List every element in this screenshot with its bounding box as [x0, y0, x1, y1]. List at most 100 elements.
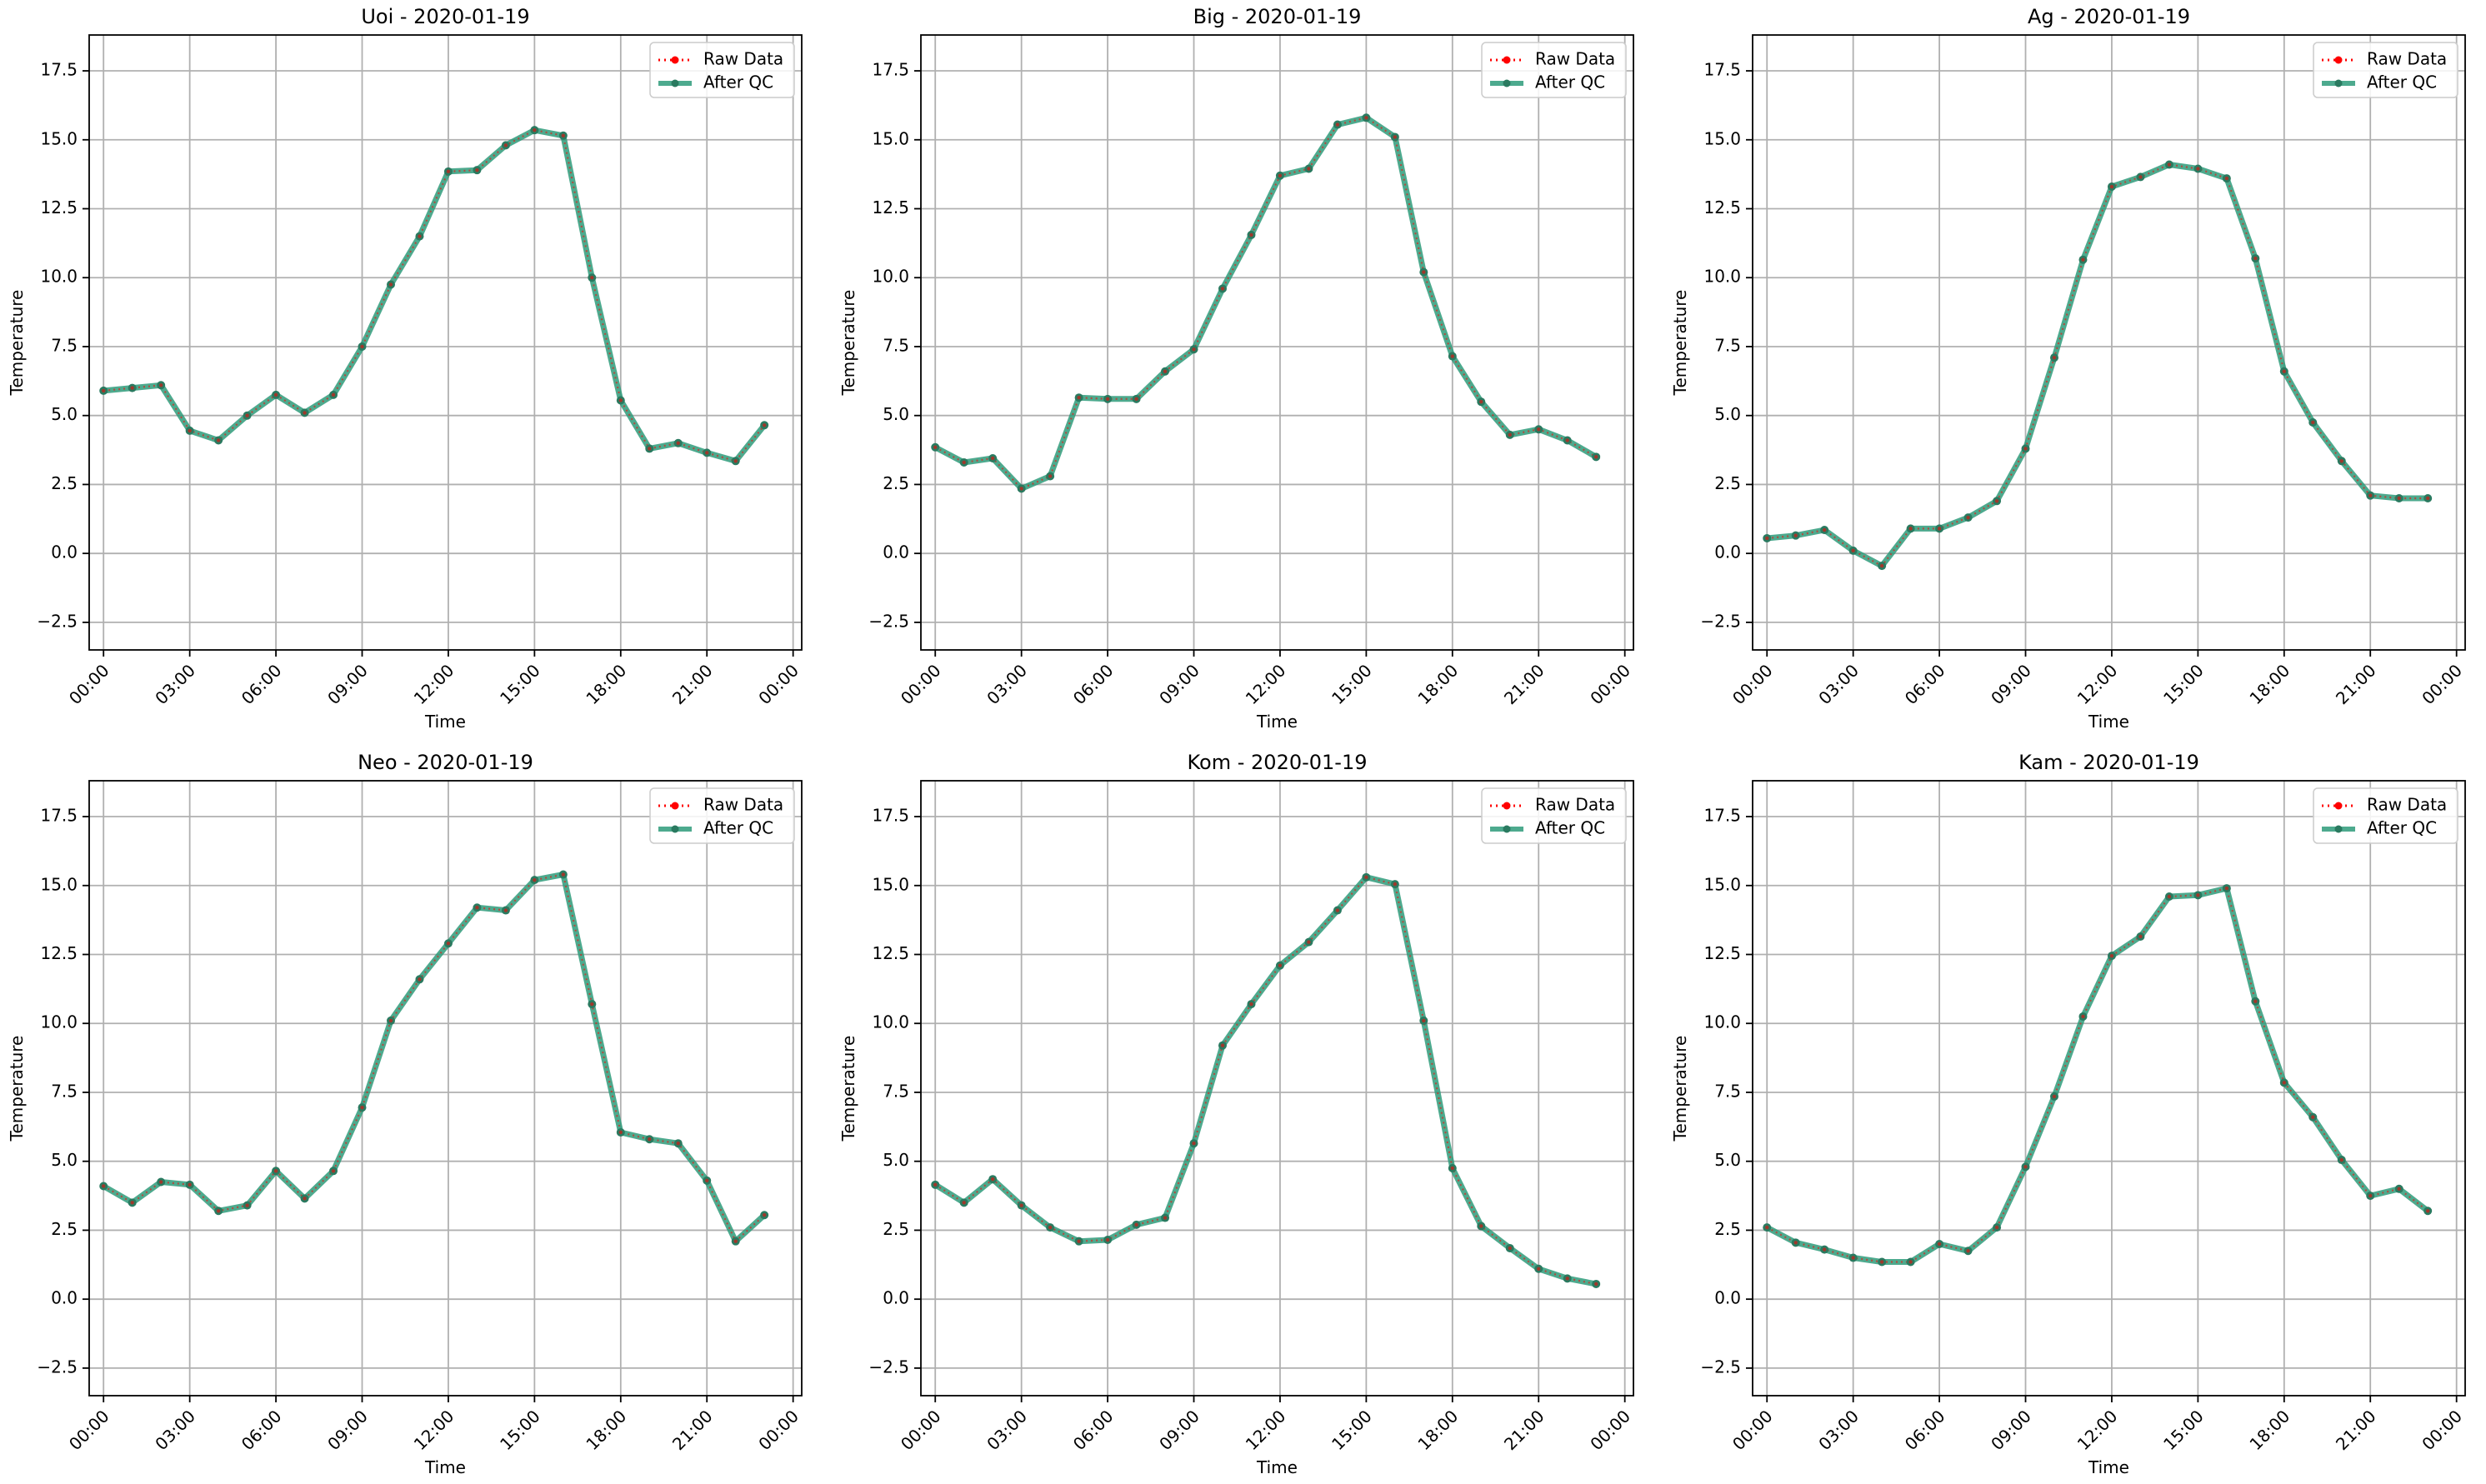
- data-point-raw-data: [1364, 875, 1368, 880]
- data-point-raw-data: [533, 127, 537, 132]
- y-tick-label: 10.0: [1703, 267, 1741, 287]
- x-axis-label: Time: [424, 712, 466, 732]
- data-point-raw-data: [446, 942, 451, 946]
- data-point-raw-data: [1879, 1260, 1884, 1264]
- x-tick-label: 12:00: [410, 1406, 458, 1454]
- data-point-raw-data: [2196, 167, 2200, 171]
- x-tick-label: 12:00: [1242, 1406, 1290, 1454]
- data-point-raw-data: [1793, 1241, 1798, 1245]
- x-tick-label: 21:00: [1500, 1406, 1548, 1454]
- data-point-raw-data: [1479, 399, 1483, 404]
- data-point-raw-data: [303, 1197, 307, 1201]
- data-point-raw-data: [216, 438, 221, 442]
- data-point-raw-data: [1908, 1260, 1913, 1264]
- legend-marker-after-qc: [671, 825, 679, 833]
- data-point-raw-data: [533, 877, 537, 882]
- data-point-raw-data: [2311, 420, 2315, 425]
- legend-label-raw-data: Raw Data: [703, 49, 783, 69]
- data-point-raw-data: [1134, 1222, 1138, 1227]
- data-point-raw-data: [561, 872, 566, 877]
- data-point-raw-data: [2339, 1157, 2343, 1162]
- data-point-raw-data: [2282, 369, 2287, 373]
- data-point-raw-data: [331, 392, 336, 397]
- data-point-raw-data: [158, 1180, 163, 1184]
- data-point-raw-data: [360, 344, 364, 349]
- y-tick-label: −2.5: [1700, 1357, 1741, 1377]
- x-tick-label: 15:00: [1328, 1406, 1376, 1454]
- x-tick-label: 00:00: [1728, 660, 1777, 708]
- y-tick-label: 0.0: [883, 1288, 909, 1308]
- x-tick-label: 00:00: [1586, 660, 1634, 708]
- series-line-raw-data: [103, 129, 766, 462]
- data-point-raw-data: [705, 451, 709, 455]
- y-axis-label: Temperature: [1670, 1036, 1690, 1142]
- data-point-raw-data: [1220, 1043, 1225, 1047]
- y-tick-label: −2.5: [1700, 611, 1741, 631]
- data-point-raw-data: [1393, 135, 1398, 139]
- data-point-raw-data: [590, 276, 594, 280]
- legend: Raw Data After QC: [649, 787, 795, 844]
- x-tick-label: 00:00: [754, 660, 803, 708]
- data-point-raw-data: [1822, 1247, 1827, 1252]
- y-tick-label: 5.0: [51, 404, 78, 424]
- x-tick-label: 06:00: [1901, 660, 1949, 708]
- y-tick-label: −2.5: [868, 1357, 909, 1377]
- data-point-raw-data: [1937, 1242, 1942, 1247]
- legend-marker-raw-data: [671, 56, 679, 64]
- y-tick-label: 2.5: [51, 473, 78, 493]
- data-point-raw-data: [990, 1177, 995, 1182]
- data-point-raw-data: [503, 143, 508, 147]
- data-point-raw-data: [933, 1182, 938, 1187]
- x-tick-label: 09:00: [1155, 660, 1203, 708]
- data-point-raw-data: [1192, 347, 1196, 352]
- data-point-raw-data: [1105, 1237, 1110, 1242]
- data-point-raw-data: [1249, 1002, 1253, 1007]
- x-tick-label: 15:00: [496, 660, 544, 708]
- axes-frame: [1752, 34, 2466, 651]
- data-point-raw-data: [446, 169, 451, 174]
- x-axis-label: Time: [2088, 712, 2129, 732]
- data-point-raw-data: [648, 447, 652, 451]
- legend: Raw Data After QC: [2313, 787, 2458, 844]
- data-point-raw-data: [648, 1137, 652, 1142]
- x-tick-label: 15:00: [2159, 1406, 2208, 1454]
- legend-marker-raw-data: [671, 802, 679, 810]
- legend-label-raw-data: Raw Data: [1535, 49, 1615, 69]
- x-tick-label: 00:00: [2418, 660, 2466, 708]
- data-point-raw-data: [2109, 953, 2114, 958]
- y-tick-label: 5.0: [883, 1150, 909, 1170]
- data-point-raw-data: [1450, 1166, 1455, 1171]
- axes-frame: [88, 34, 803, 651]
- data-point-raw-data: [1479, 1224, 1483, 1228]
- data-point-raw-data: [102, 1184, 106, 1188]
- x-tick-label: 00:00: [897, 660, 945, 708]
- x-tick-label: 06:00: [238, 1406, 286, 1454]
- x-tick-label: 00:00: [1728, 1406, 1777, 1454]
- series-line-raw-data: [934, 876, 1597, 1286]
- legend-marker-after-qc: [2334, 79, 2343, 87]
- y-tick-label: 12.5: [1703, 197, 1741, 217]
- x-tick-label: 18:00: [582, 660, 630, 708]
- data-point-raw-data: [2224, 886, 2229, 891]
- y-tick-label: −2.5: [37, 611, 78, 631]
- data-point-raw-data: [1422, 270, 1426, 274]
- data-point-raw-data: [1851, 1256, 1855, 1260]
- data-point-raw-data: [1966, 515, 1970, 520]
- series-line-after-qc: [1763, 885, 2431, 1265]
- data-point-raw-data: [303, 411, 307, 415]
- x-tick-label: 18:00: [1413, 1406, 1462, 1454]
- data-point-raw-data: [561, 133, 566, 137]
- x-axis-label: Time: [424, 1457, 466, 1477]
- y-axis-label: Temperature: [7, 1036, 27, 1142]
- legend-label-after-qc: After QC: [1535, 72, 1605, 92]
- chart-panel-2: 00:00 03:00 06:00 09:00 12:00 15:00 18:00 21:00…: [838, 5, 1634, 732]
- data-point-raw-data: [388, 1018, 393, 1023]
- data-point-raw-data: [2023, 1165, 2028, 1169]
- axes-frame: [88, 780, 803, 1397]
- x-tick-label: 18:00: [2245, 1406, 2293, 1454]
- legend: Raw Data After QC: [1481, 42, 1627, 98]
- series-line-raw-data: [1766, 887, 2428, 1263]
- y-tick-label: 15.0: [1703, 128, 1741, 148]
- legend: Raw Data After QC: [649, 42, 795, 98]
- data-point-raw-data: [2023, 447, 2028, 451]
